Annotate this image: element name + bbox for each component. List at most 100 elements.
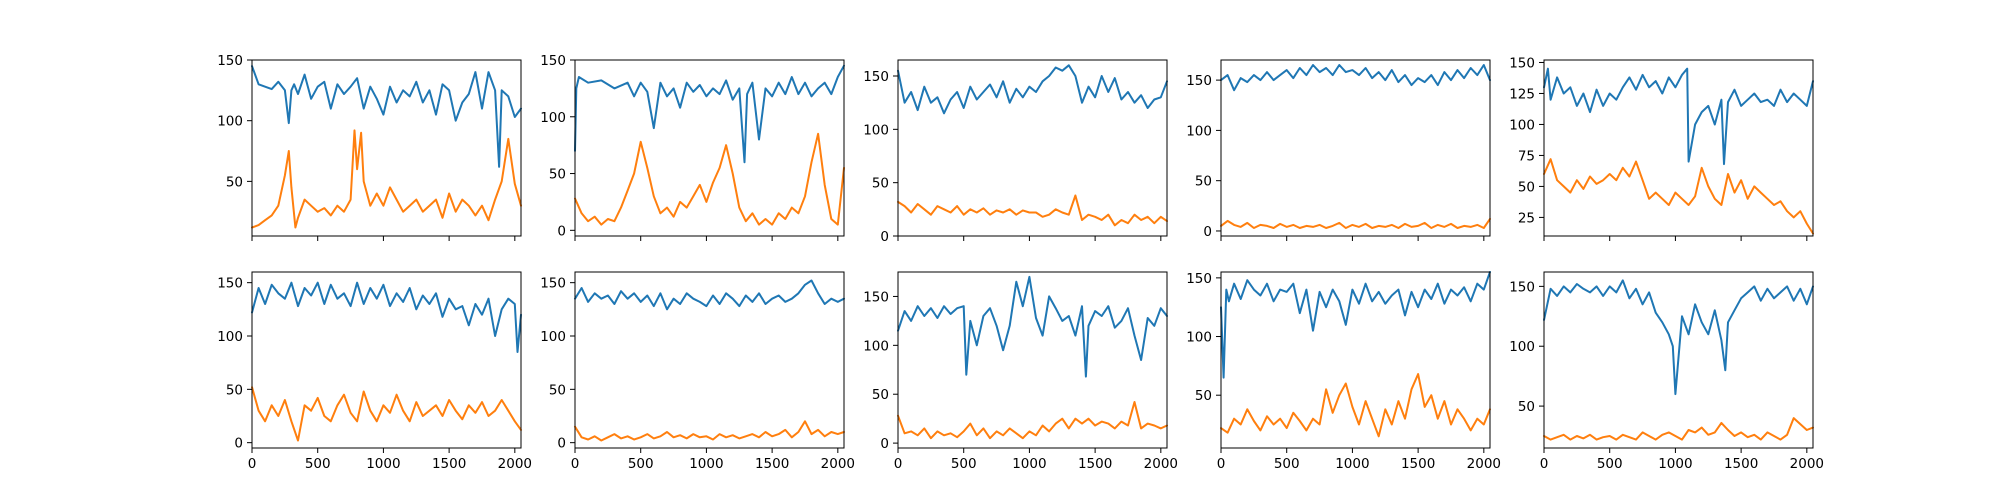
y-tick-label: 150: [540, 276, 566, 292]
series-line-1: [251, 65, 522, 168]
x-tick-label: 1000: [689, 456, 723, 472]
x-tick-label: 1500: [1078, 456, 1112, 472]
series-line-2: [1220, 217, 1491, 229]
y-tick-label: 150: [863, 69, 889, 85]
y-tick-label: 50: [1195, 388, 1212, 404]
series-line-1: [1220, 271, 1491, 379]
x-tick-label: 0: [1540, 456, 1549, 472]
series-line-1: [1220, 64, 1491, 92]
series-line-2: [574, 420, 845, 442]
x-tick-label: 500: [951, 456, 977, 472]
y-tick-label: 0: [557, 436, 566, 452]
y-tick-label: 25: [1518, 210, 1535, 226]
y-tick-label: 0: [880, 229, 889, 245]
x-tick-label: 2000: [498, 456, 532, 472]
y-tick-label: 100: [217, 114, 243, 130]
y-tick-label: 150: [863, 289, 889, 305]
y-tick-label: 0: [234, 436, 243, 452]
y-tick-label: 150: [540, 53, 566, 69]
y-tick-label: 150: [217, 53, 243, 69]
x-tick-label: 1500: [1724, 456, 1758, 472]
y-tick-label: 100: [540, 110, 566, 126]
axes-frame: [574, 59, 845, 237]
y-tick-label: 100: [1186, 123, 1212, 139]
x-tick-label: 1000: [366, 456, 400, 472]
x-tick-label: 1000: [1658, 456, 1692, 472]
x-tick-label: 500: [1597, 456, 1623, 472]
axes-frame: [1543, 59, 1814, 237]
series-line-2: [1543, 417, 1814, 441]
x-tick-label: 2000: [1144, 456, 1178, 472]
y-tick-label: 50: [226, 382, 243, 398]
axes-frame: [1220, 271, 1491, 449]
axes-frame: [1220, 59, 1491, 237]
x-tick-label: 500: [1274, 456, 1300, 472]
x-tick-label: 1500: [755, 456, 789, 472]
x-tick-label: 0: [248, 456, 257, 472]
series-line-2: [251, 129, 522, 229]
subplot-1: 50 100 150: [217, 53, 522, 241]
y-tick-label: 50: [1518, 179, 1535, 195]
series-line-1: [251, 281, 522, 353]
series-line-2: [1543, 158, 1814, 235]
series-line-1: [897, 64, 1168, 115]
y-tick-label: 50: [1518, 399, 1535, 415]
subplot-4: 0 50 100 150: [1186, 59, 1491, 241]
y-tick-label: 100: [540, 329, 566, 345]
x-tick-label: 2000: [821, 456, 855, 472]
series-line-1: [1543, 279, 1814, 396]
x-tick-label: 2000: [1790, 456, 1824, 472]
subplot-3: 0 50 100 150: [863, 59, 1168, 245]
y-tick-label: 150: [1509, 279, 1535, 295]
axes-frame: [897, 271, 1168, 449]
y-tick-label: 50: [1195, 174, 1212, 190]
y-tick-label: 0: [880, 436, 889, 452]
axes-frame: [251, 59, 522, 237]
series-line-2: [897, 194, 1168, 227]
y-tick-label: 100: [863, 338, 889, 354]
series-line-1: [574, 279, 845, 311]
series-line-2: [1220, 373, 1491, 438]
y-tick-label: 100: [1509, 339, 1535, 355]
series-line-1: [1543, 67, 1814, 166]
axes-frame: [897, 59, 1168, 237]
x-tick-label: 0: [571, 456, 580, 472]
y-tick-label: 50: [872, 387, 889, 403]
x-tick-label: 0: [894, 456, 903, 472]
axes-frame: [574, 271, 845, 449]
y-tick-label: 100: [1186, 330, 1212, 346]
y-tick-label: 150: [217, 276, 243, 292]
y-tick-label: 150: [1186, 73, 1212, 89]
series-line-1: [897, 275, 1168, 378]
series-line-2: [251, 386, 522, 442]
x-tick-label: 1500: [1401, 456, 1435, 472]
y-tick-label: 150: [1186, 271, 1212, 287]
y-tick-label: 125: [1509, 86, 1535, 102]
y-tick-label: 50: [549, 167, 566, 183]
series-line-2: [897, 401, 1168, 440]
y-tick-label: 150: [1509, 55, 1535, 71]
x-tick-label: 500: [628, 456, 654, 472]
x-tick-label: 500: [305, 456, 331, 472]
y-tick-label: 50: [872, 176, 889, 192]
y-tick-label: 0: [557, 223, 566, 239]
x-tick-label: 1000: [1335, 456, 1369, 472]
x-tick-label: 1500: [432, 456, 466, 472]
y-tick-label: 100: [217, 329, 243, 345]
x-tick-label: 0: [1217, 456, 1226, 472]
y-tick-label: 50: [549, 382, 566, 398]
y-tick-label: 100: [1509, 117, 1535, 133]
axes-frame: [251, 271, 522, 449]
axes-frame: [1543, 271, 1814, 449]
series-line-2: [574, 132, 845, 226]
x-tick-label: 1000: [1012, 456, 1046, 472]
series-line-1: [574, 64, 845, 164]
y-tick-label: 100: [863, 122, 889, 138]
x-tick-label: 2000: [1467, 456, 1501, 472]
